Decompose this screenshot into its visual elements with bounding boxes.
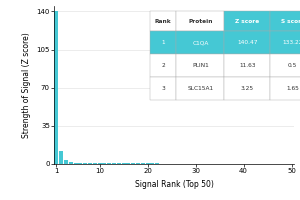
Bar — [112, 163, 116, 164]
Text: SLC15A1: SLC15A1 — [187, 86, 214, 91]
Bar — [93, 163, 97, 164]
Bar — [150, 54, 176, 77]
Bar — [224, 54, 270, 77]
Bar — [55, 11, 58, 164]
Text: PLIN1: PLIN1 — [192, 63, 209, 68]
Y-axis label: Strength of Signal (Z score): Strength of Signal (Z score) — [22, 32, 31, 138]
X-axis label: Signal Rank (Top 50): Signal Rank (Top 50) — [135, 180, 213, 189]
Bar — [64, 160, 68, 164]
Bar — [107, 163, 111, 164]
Bar — [103, 163, 106, 164]
Bar — [224, 11, 270, 31]
Bar — [122, 163, 125, 164]
Text: 3.25: 3.25 — [241, 86, 254, 91]
Text: 140.47: 140.47 — [237, 40, 257, 45]
Bar — [150, 31, 176, 54]
Text: 1.65: 1.65 — [286, 86, 299, 91]
Bar — [150, 11, 176, 31]
Text: 0.5: 0.5 — [288, 63, 298, 68]
Bar — [117, 163, 121, 164]
Bar — [79, 163, 82, 164]
Bar — [270, 31, 300, 54]
Bar — [176, 77, 224, 100]
Bar — [155, 163, 159, 164]
Text: 11.63: 11.63 — [239, 63, 256, 68]
Bar — [176, 54, 224, 77]
Text: C1QA: C1QA — [192, 40, 208, 45]
Bar — [136, 163, 140, 164]
Bar — [127, 163, 130, 164]
Bar — [176, 11, 224, 31]
Bar — [151, 163, 154, 164]
Text: S score: S score — [281, 19, 300, 24]
Bar — [88, 163, 92, 164]
Bar — [150, 77, 176, 100]
Text: 3: 3 — [161, 86, 165, 91]
Text: Protein: Protein — [188, 19, 213, 24]
Bar — [176, 31, 224, 54]
Bar — [146, 163, 149, 164]
Bar — [141, 163, 145, 164]
Bar — [270, 11, 300, 31]
Text: 133.22: 133.22 — [283, 40, 300, 45]
Text: 1: 1 — [161, 40, 165, 45]
Bar — [224, 31, 270, 54]
Bar — [98, 163, 101, 164]
Bar — [69, 162, 73, 164]
Bar — [131, 163, 135, 164]
Bar — [74, 163, 77, 164]
Bar — [59, 151, 63, 164]
Bar — [270, 77, 300, 100]
Bar — [270, 54, 300, 77]
Bar — [83, 163, 87, 164]
Text: 2: 2 — [161, 63, 165, 68]
Text: Rank: Rank — [155, 19, 172, 24]
Bar — [224, 77, 270, 100]
Text: Z score: Z score — [235, 19, 259, 24]
